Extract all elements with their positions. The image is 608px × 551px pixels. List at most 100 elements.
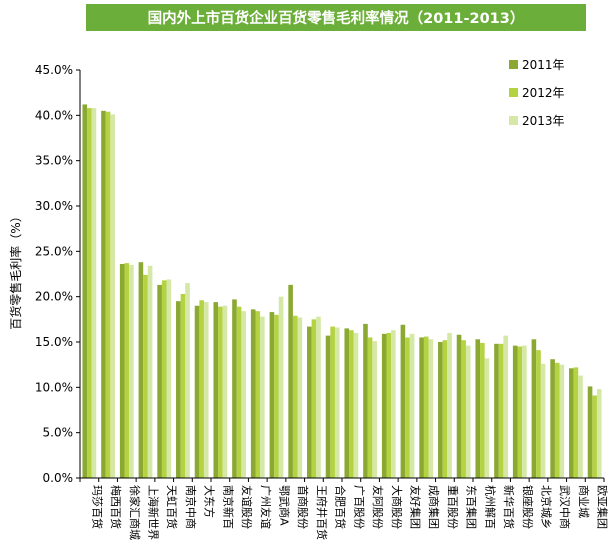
y-tick-label: 15.0% — [35, 335, 73, 349]
bar — [419, 337, 424, 478]
bar — [255, 311, 261, 478]
bar — [124, 263, 130, 478]
y-tick-label: 30.0% — [35, 199, 73, 213]
legend-swatch — [509, 116, 518, 125]
x-tick-label: 欧亚集团 — [596, 485, 608, 529]
bar — [82, 104, 88, 478]
y-axis-label: 百货零售毛利率（%） — [8, 210, 23, 329]
y-tick-label: 35.0% — [35, 154, 73, 168]
x-tick-label: 徐家汇商城 — [128, 485, 142, 540]
bar — [587, 386, 593, 478]
bar — [494, 343, 499, 478]
x-tick-label: 合肥百货 — [334, 485, 348, 529]
bar — [129, 264, 134, 478]
legend-label: 2011年 — [522, 58, 565, 72]
x-tick-label: 南京中商 — [184, 485, 198, 529]
bar — [185, 283, 190, 478]
bar — [372, 341, 377, 478]
bar — [292, 315, 298, 478]
y-axis: 0.0% 5.0% 10.0% 15.0% 20.0% 25.0% 30.0% 35.0% 40… — [35, 63, 81, 485]
bar — [461, 340, 466, 478]
bar — [353, 332, 359, 478]
bar — [105, 111, 111, 478]
x-tick-label: 银座股份 — [521, 485, 535, 529]
x-tick-label: 武汉中商 — [558, 485, 572, 529]
bar — [517, 346, 523, 478]
x-tick-label: 天虹百货 — [165, 485, 179, 529]
x-tick-label: 首商股份 — [296, 485, 310, 529]
y-tick-label: 20.0% — [35, 290, 73, 304]
x-tick-label: 广州友谊 — [259, 485, 273, 529]
bar — [503, 335, 508, 478]
bar — [288, 284, 293, 478]
bar — [307, 326, 312, 478]
bar — [176, 301, 181, 478]
bar — [569, 368, 574, 478]
bar — [522, 345, 527, 478]
bar — [447, 332, 452, 478]
bar — [475, 339, 481, 478]
x-tick-label: 南京新百 — [221, 485, 235, 529]
x-tick-label: 上海新世界 — [147, 485, 161, 540]
x-tick-label: 北京城乡 — [540, 485, 554, 529]
x-tick-label: 王府井百货 — [315, 485, 329, 540]
bar — [559, 364, 565, 478]
bar — [119, 264, 125, 478]
bar — [480, 342, 485, 478]
bar — [269, 312, 275, 478]
legend-swatch — [509, 60, 518, 69]
bar — [232, 299, 237, 478]
bar — [87, 108, 92, 478]
x-tick-label: 成商集团 — [427, 485, 441, 529]
bar — [498, 343, 504, 478]
bar — [316, 316, 321, 478]
bar — [442, 340, 448, 478]
bar — [236, 306, 242, 478]
bar — [573, 367, 579, 478]
bar — [554, 362, 560, 478]
bar — [578, 375, 583, 478]
bar — [180, 293, 186, 478]
bar — [218, 306, 223, 478]
bar — [110, 114, 115, 478]
x-tick-label: 玛莎百货 — [90, 485, 104, 529]
bar — [297, 317, 303, 478]
bar — [381, 333, 387, 478]
bar — [550, 359, 555, 478]
bar — [344, 328, 350, 478]
x-tick-label: 新华百货 — [502, 485, 516, 529]
bar — [194, 305, 200, 478]
x-tick-label: 商业城 — [577, 485, 591, 518]
bar — [157, 284, 162, 478]
bar — [592, 395, 597, 478]
bar — [391, 330, 396, 478]
x-tick-label: 鄂武商A — [278, 485, 292, 526]
bar — [536, 350, 541, 478]
x-tick-label: 大商股份 — [390, 485, 404, 529]
bar — [540, 363, 546, 478]
bar — [143, 274, 148, 478]
bar — [199, 300, 204, 478]
legend-label: 2012年 — [522, 86, 565, 100]
bar — [465, 345, 471, 478]
bar — [166, 279, 172, 478]
bar — [250, 309, 256, 478]
bar — [241, 311, 246, 478]
x-tick-label: 重百股份 — [446, 485, 460, 529]
y-tick-label: 25.0% — [35, 244, 73, 258]
bar — [423, 336, 429, 478]
legend: 2011年 2012年 2013年 — [509, 58, 565, 128]
bar — [330, 326, 335, 478]
bar — [405, 337, 410, 478]
y-tick-label: 0.0% — [43, 471, 74, 485]
bar — [274, 314, 279, 478]
bar — [311, 319, 317, 478]
bar — [363, 323, 368, 478]
y-tick-label: 10.0% — [35, 380, 73, 394]
bar — [386, 332, 392, 478]
bar — [531, 339, 537, 478]
bar — [428, 339, 434, 478]
bar — [213, 302, 219, 478]
x-tick-label: 大东方 — [203, 485, 217, 518]
bar — [260, 316, 265, 478]
